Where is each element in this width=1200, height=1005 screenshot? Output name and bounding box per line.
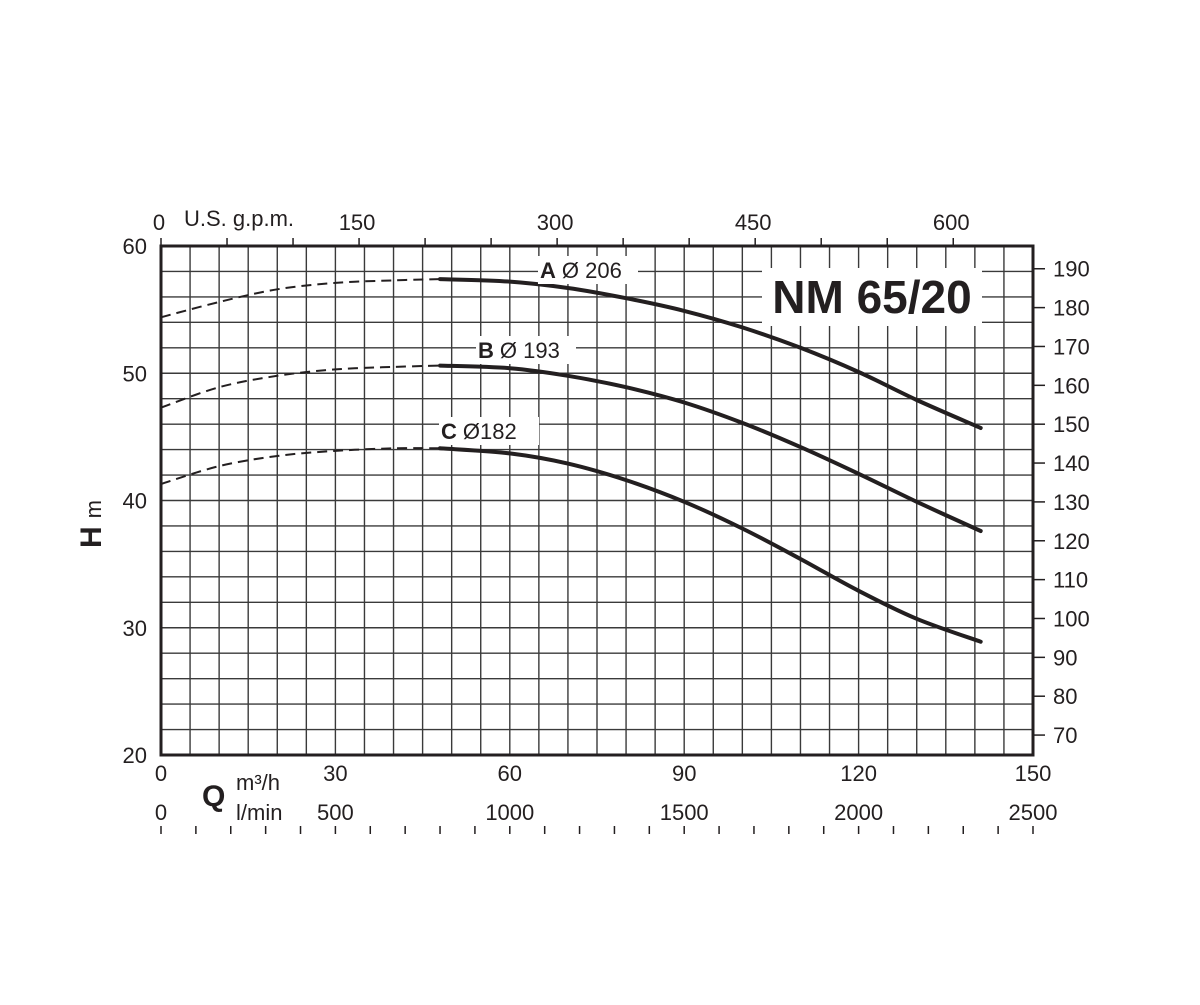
axes: 20 30 40 50 60 Hm 70 80 90 100 110 120 130 140 150 160 1… xyxy=(75,206,1090,834)
series-c-name: C xyxy=(441,419,457,444)
title-background xyxy=(762,268,982,326)
y-tick-label: 50 xyxy=(123,361,147,386)
top-axis-tick-label: 300 xyxy=(537,210,574,235)
series-c-dashed-curve xyxy=(160,447,441,485)
series-a-curve xyxy=(438,277,983,430)
series-b-name: B xyxy=(478,338,494,363)
right-axis-tick-label: 130 xyxy=(1053,490,1090,515)
series-a-label-background xyxy=(538,256,638,284)
right-axis-tick-label: 140 xyxy=(1053,451,1090,476)
x-tick-label: 0 xyxy=(155,761,167,786)
plot-frame xyxy=(159,244,1035,757)
right-axis-tick-label: 110 xyxy=(1053,568,1088,593)
series-curves xyxy=(160,277,983,644)
top-axis-unit: U.S. g.p.m. xyxy=(184,206,294,231)
lmin-tick-label: 2000 xyxy=(834,800,883,825)
lmin-tick-label: 2500 xyxy=(1009,800,1058,825)
y-tick-label: 40 xyxy=(123,489,147,514)
series-a-dashed-curve xyxy=(160,278,441,319)
series-b-curve xyxy=(438,363,983,533)
x-tick-label: 150 xyxy=(1015,761,1052,786)
series-c-label-background xyxy=(439,417,539,445)
lmin-tick-label: 1000 xyxy=(485,800,534,825)
right-axis-tick-label: 180 xyxy=(1053,296,1090,321)
right-axis-tick-label: 150 xyxy=(1053,412,1090,437)
lmin-axis-unit: l/min xyxy=(236,800,282,825)
y-axis-label: H xyxy=(75,526,108,548)
top-axis-tick-label: 600 xyxy=(933,210,970,235)
x-axis-label: Q xyxy=(202,780,225,813)
top-axis-tick-label: 450 xyxy=(735,210,772,235)
right-axis-tick-label: 80 xyxy=(1053,684,1077,709)
top-axis-tick-label: 0 xyxy=(153,210,165,235)
right-axis-tick-label: 100 xyxy=(1053,606,1090,631)
right-axis-tick-label: 160 xyxy=(1053,373,1090,398)
series-b-dashed-curve xyxy=(160,364,441,409)
series-b-diameter: Ø 193 xyxy=(500,338,560,363)
x-axis-unit: m³/h xyxy=(236,770,280,795)
x-tick-label: 90 xyxy=(672,761,696,786)
series-a-name: A xyxy=(540,258,556,283)
plot-border xyxy=(159,244,1035,757)
series-a-diameter: Ø 206 xyxy=(562,258,622,283)
series-c-diameter: Ø182 xyxy=(463,419,517,444)
series-c-label: C Ø182 xyxy=(441,419,517,444)
y-axis-unit: m xyxy=(81,500,106,518)
series-c-curve xyxy=(438,446,983,644)
right-axis-tick-label: 120 xyxy=(1053,529,1090,554)
y-tick-label: 20 xyxy=(123,743,147,768)
series-b-label-background xyxy=(476,336,576,364)
right-axis-tick-label: 70 xyxy=(1053,723,1077,748)
chart-title: NM 65/20 xyxy=(762,268,982,326)
x-tick-label: 120 xyxy=(840,761,877,786)
right-axis-tick-label: 190 xyxy=(1053,257,1090,282)
lmin-tick-label: 0 xyxy=(155,800,167,825)
y-tick-label: 60 xyxy=(123,234,147,259)
lmin-tick-label: 500 xyxy=(317,800,354,825)
top-axis-tick-label: 150 xyxy=(339,210,376,235)
x-tick-label: 30 xyxy=(323,761,347,786)
y-axis-title: Hm xyxy=(75,500,108,548)
x-tick-label: 60 xyxy=(498,761,522,786)
chart-title: NM 65/20 xyxy=(772,271,971,323)
lmin-tick-label: 1500 xyxy=(660,800,709,825)
right-axis-tick-label: 90 xyxy=(1053,645,1077,670)
right-axis-tick-label: 170 xyxy=(1053,334,1090,359)
y-tick-label: 30 xyxy=(123,616,147,641)
